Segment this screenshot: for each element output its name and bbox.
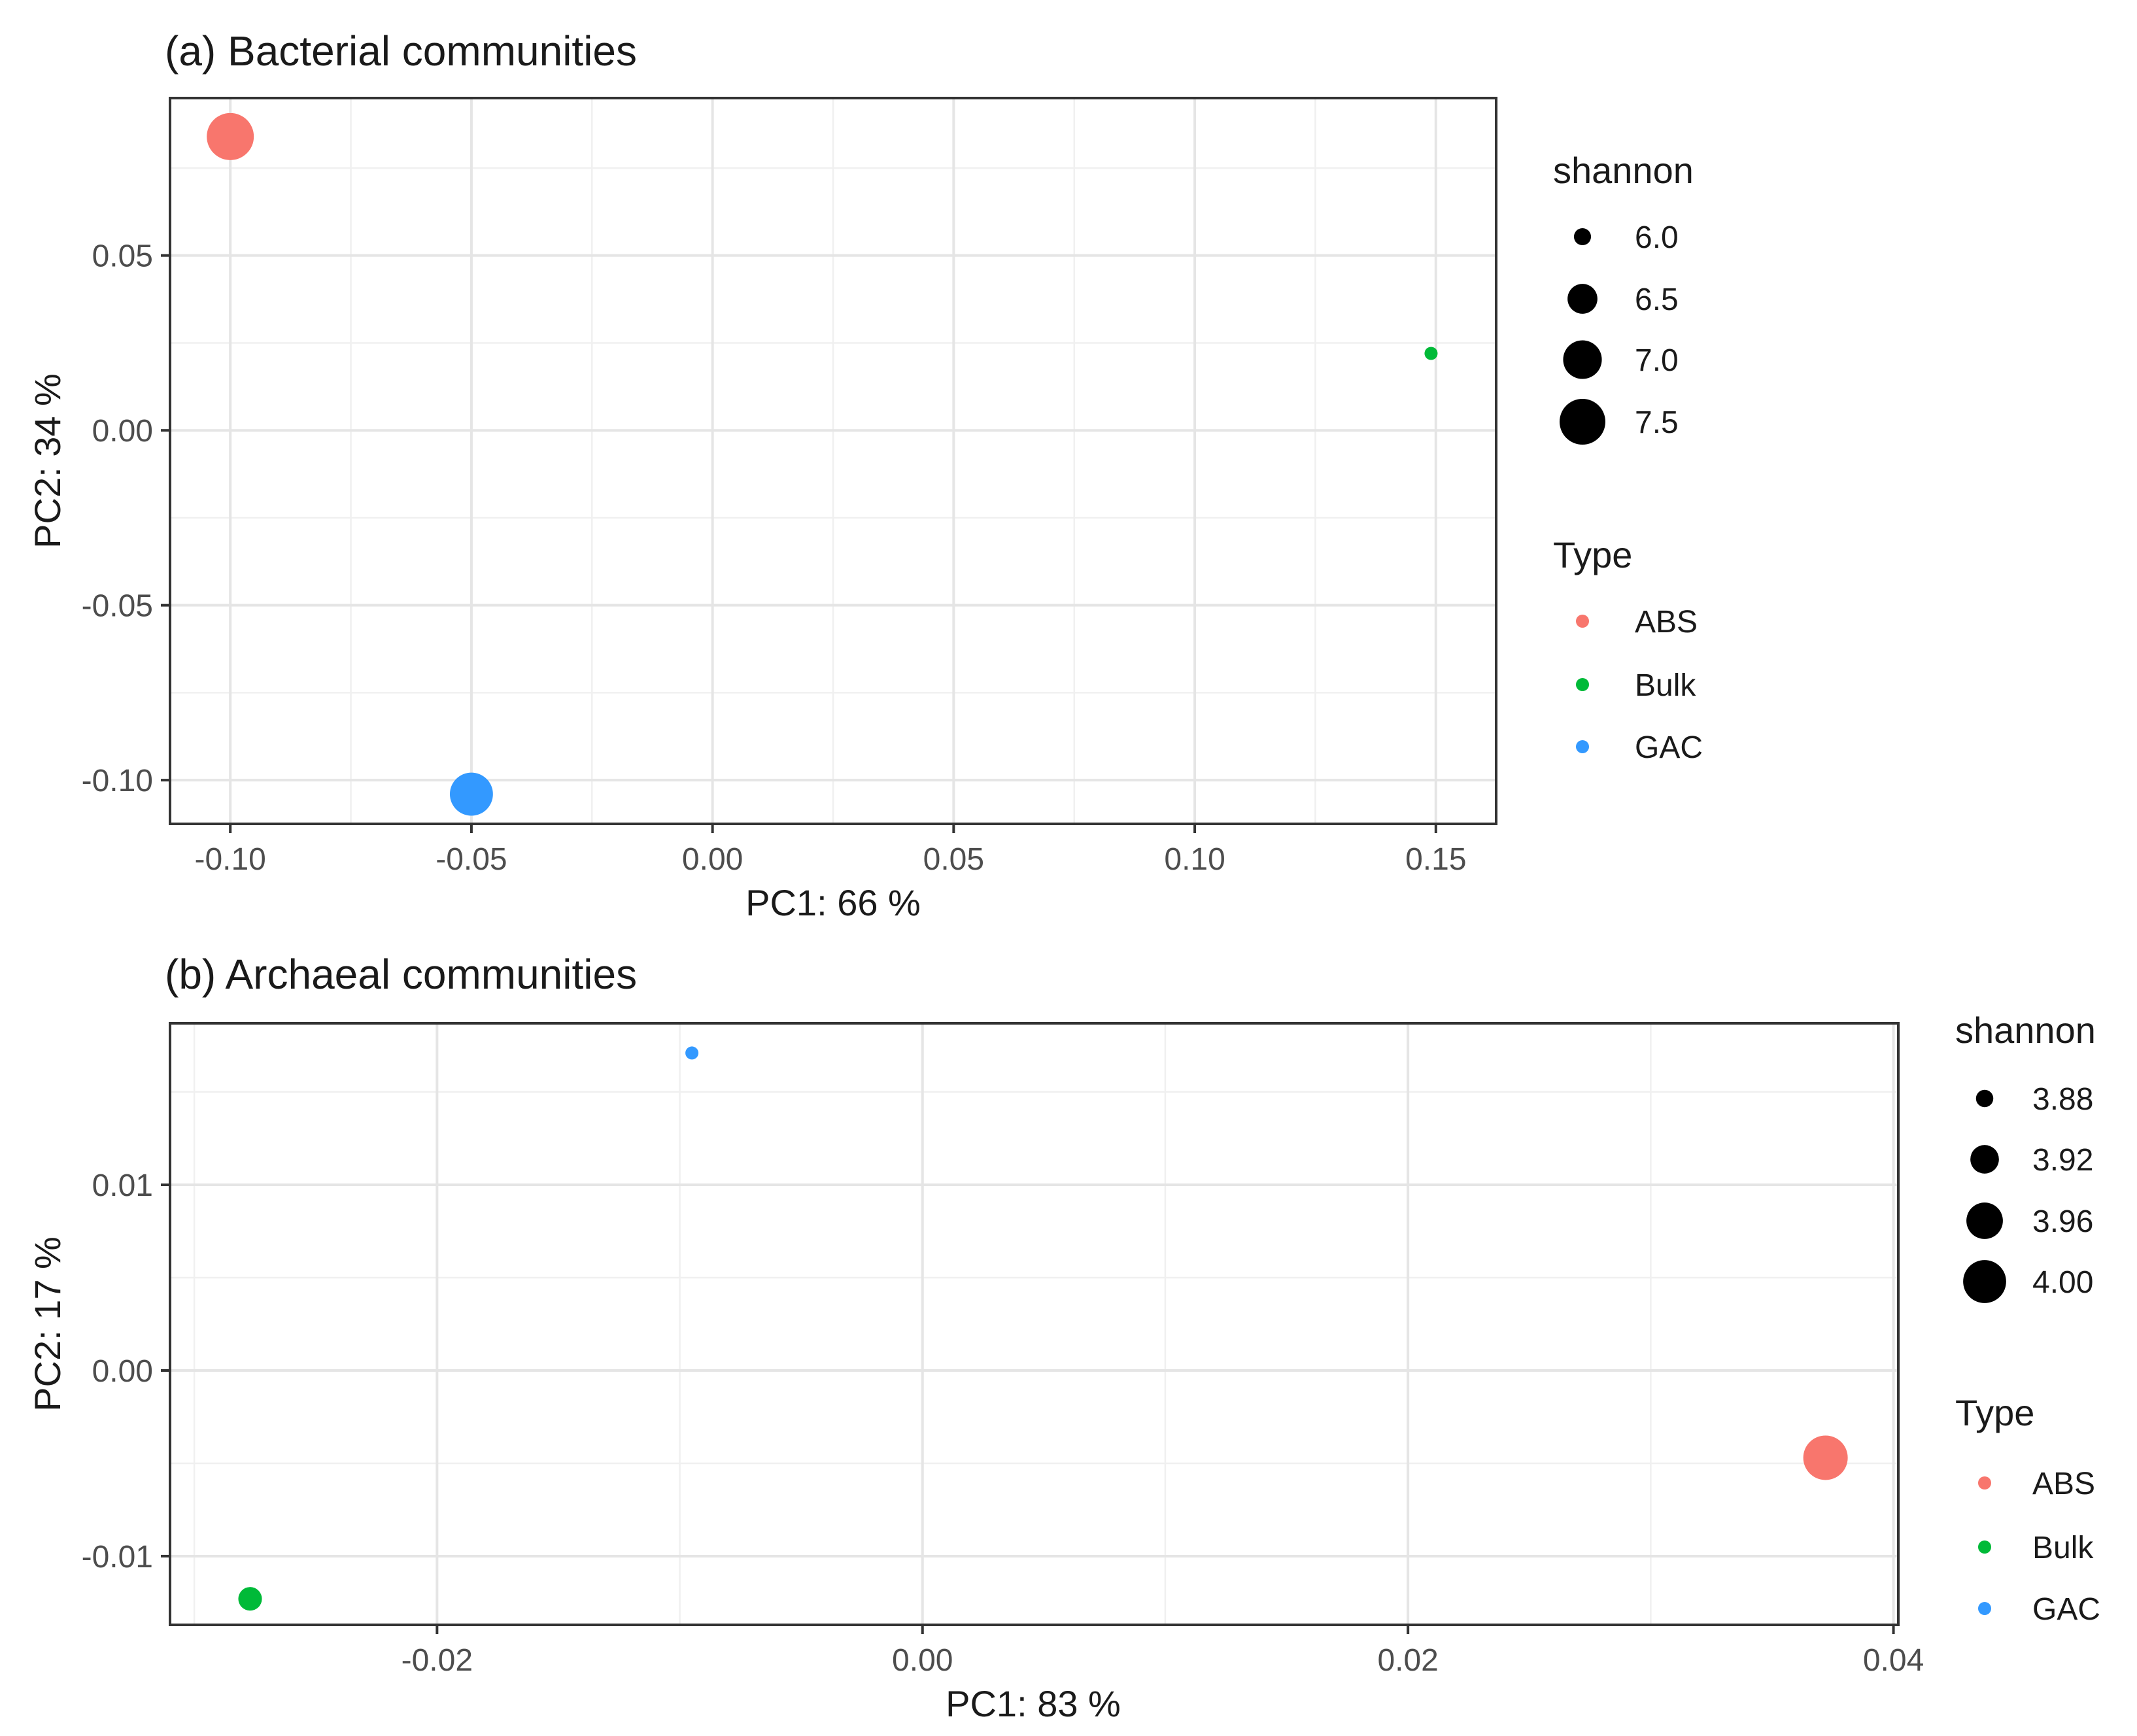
size-legend-key — [1567, 284, 1598, 314]
point-abs — [207, 112, 254, 160]
x-tick-label: 0.00 — [682, 842, 743, 877]
points-archaeal — [238, 1046, 1848, 1611]
x-axis-title-archaeal: PC1: 83 % — [946, 1683, 1121, 1724]
size-legend-label: 6.0 — [1635, 220, 1679, 255]
panel-title-archaeal: (b) Archaeal communities — [165, 951, 637, 998]
color-legend-label: ABS — [2032, 1467, 2095, 1501]
grid-bacterial — [170, 98, 1496, 824]
legend-bacterial: shannon 6.0 6.5 7.0 7.5 Type ABS Bulk GAC — [1553, 150, 1703, 765]
x-axis-title-bacterial: PC1: 66 % — [745, 882, 921, 923]
x-tick-label: -0.02 — [402, 1643, 473, 1678]
size-legend-label: 6.5 — [1635, 282, 1679, 317]
size-legend-label: 3.88 — [2032, 1082, 2093, 1117]
size-legend-title-archaeal: shannon — [1955, 1010, 2096, 1051]
y-tick-label: 0.01 — [92, 1168, 153, 1203]
point-bulk — [238, 1587, 262, 1611]
panel-archaeal: (b) Archaeal communities -0.02 0.00 0.02 0.… — [27, 951, 2100, 1724]
points-bacterial — [207, 112, 1438, 816]
size-legend-key — [1559, 398, 1606, 445]
x-tick-label: 0.10 — [1164, 842, 1225, 877]
size-legend-key — [1963, 1260, 2006, 1303]
size-legend-label: 7.0 — [1635, 343, 1679, 378]
color-legend-key-gac — [1978, 1602, 1991, 1615]
x-tick-label: 0.02 — [1377, 1643, 1438, 1678]
color-legend-title-bacterial: Type — [1553, 534, 1632, 575]
color-legend-key-gac — [1576, 740, 1589, 753]
size-legend-title-bacterial: shannon — [1553, 150, 1694, 191]
panel-title-bacterial: (a) Bacterial communities — [165, 27, 637, 75]
size-legend-key — [1970, 1145, 1999, 1174]
color-legend-label: Bulk — [2032, 1531, 2094, 1565]
color-legend-key-bulk — [1576, 678, 1589, 691]
size-legend-label: 7.5 — [1635, 405, 1679, 440]
point-gac — [449, 772, 493, 816]
y-tick-label: -0.01 — [82, 1540, 153, 1574]
color-legend-label: GAC — [1635, 730, 1703, 765]
plot-border-bacterial — [169, 97, 1497, 825]
color-legend-key-abs — [1978, 1476, 1991, 1489]
y-tick-label: -0.05 — [82, 589, 153, 624]
color-legend-key-abs — [1576, 615, 1589, 628]
x-tick-label: 0.04 — [1863, 1643, 1924, 1678]
size-legend-bacterial: 6.0 6.5 7.0 7.5 — [1559, 220, 1679, 445]
x-ticks-archaeal: -0.02 0.00 0.02 0.04 — [402, 1625, 1924, 1678]
size-legend-key — [1563, 340, 1602, 379]
color-legend-label: ABS — [1635, 605, 1698, 639]
y-tick-label: 0.00 — [92, 1354, 153, 1389]
plot-border-archaeal — [169, 1022, 1900, 1626]
size-legend-label: 3.96 — [2032, 1204, 2093, 1239]
point-abs — [1803, 1435, 1848, 1480]
color-legend-title-archaeal: Type — [1955, 1392, 2034, 1433]
size-legend-label: 3.92 — [2032, 1143, 2093, 1178]
size-legend-key — [1966, 1202, 2003, 1239]
y-tick-label: 0.05 — [92, 239, 153, 274]
color-legend-label: Bulk — [1635, 668, 1696, 703]
size-legend-label: 4.00 — [2032, 1265, 2093, 1300]
x-ticks-bacterial: -0.10 -0.05 0.00 0.05 0.10 0.15 — [194, 824, 1467, 877]
color-legend-label: GAC — [2032, 1592, 2100, 1627]
x-tick-label: 0.00 — [892, 1643, 953, 1678]
point-gac — [685, 1046, 699, 1060]
x-tick-label: -0.10 — [194, 842, 265, 877]
size-legend-key — [1573, 228, 1592, 246]
size-legend-archaeal: 3.88 3.92 3.96 4.00 — [1963, 1082, 2093, 1303]
point-bulk — [1424, 347, 1438, 360]
color-legend-key-bulk — [1978, 1540, 1991, 1554]
legend-archaeal: shannon 3.88 3.92 3.96 4.00 Type ABS Bulk GAC — [1955, 1010, 2100, 1627]
color-legend-bacterial: ABS Bulk GAC — [1576, 605, 1703, 765]
size-legend-key — [1975, 1089, 1994, 1108]
x-tick-label: 0.05 — [923, 842, 984, 877]
y-ticks-archaeal: -0.01 0.00 0.01 — [82, 1168, 170, 1574]
y-axis-title-archaeal: PC2: 17 % — [27, 1236, 68, 1412]
panel-bacterial: (a) Bacterial communities -0.10 -0.05 0.00… — [27, 27, 1703, 923]
x-tick-label: -0.05 — [436, 842, 507, 877]
y-tick-label: -0.10 — [82, 764, 153, 798]
grid-archaeal — [170, 1023, 1898, 1625]
y-axis-title-bacterial: PC2: 34 % — [27, 373, 68, 549]
y-ticks-bacterial: -0.10 -0.05 0.00 0.05 — [82, 239, 170, 798]
x-tick-label: 0.15 — [1405, 842, 1466, 877]
color-legend-archaeal: ABS Bulk GAC — [1978, 1467, 2100, 1627]
y-tick-label: 0.00 — [92, 414, 153, 449]
